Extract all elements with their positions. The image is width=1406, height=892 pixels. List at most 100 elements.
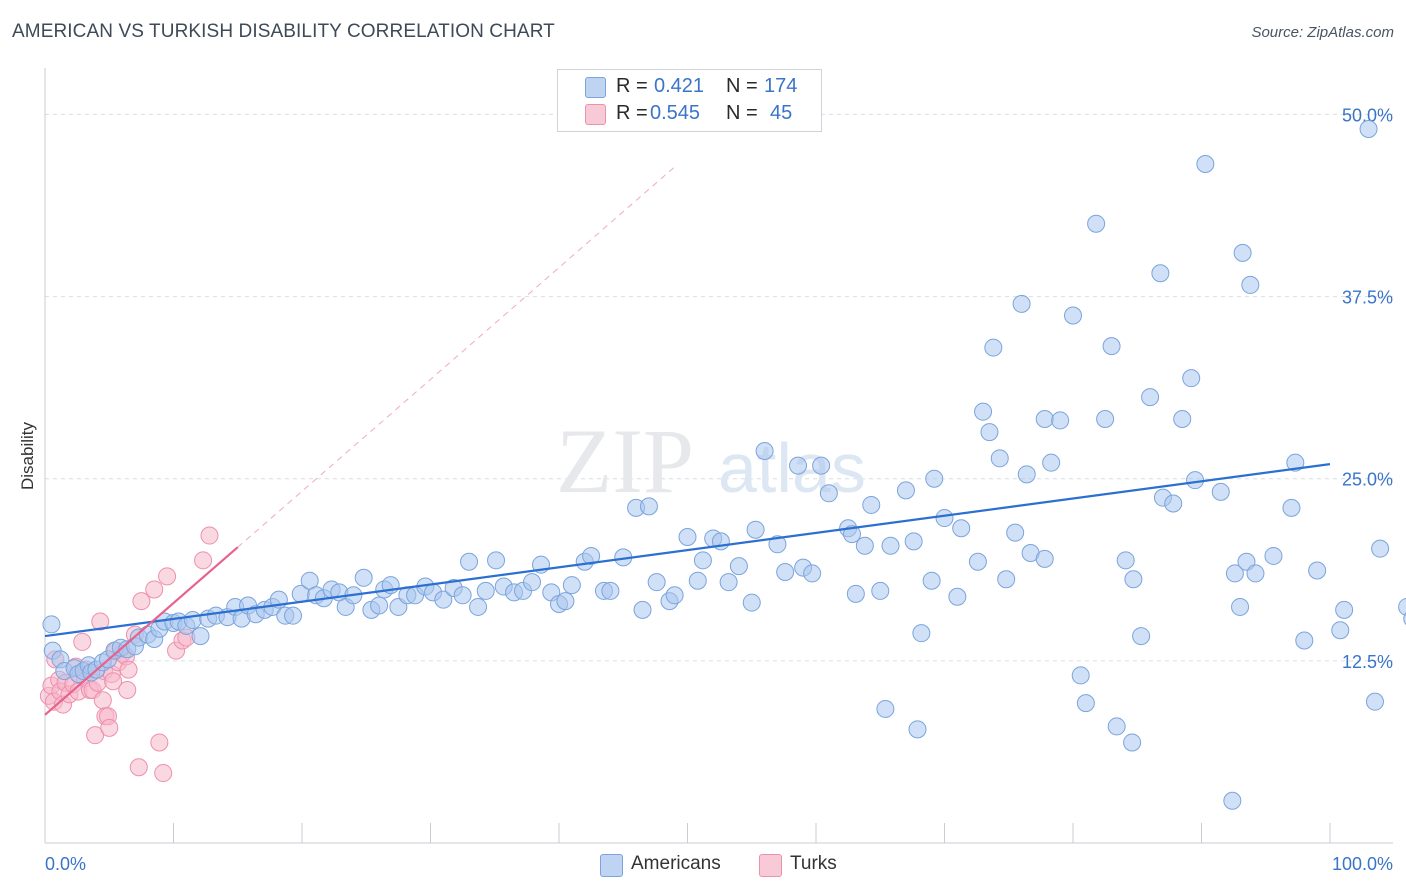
americans-point-62	[487, 551, 506, 570]
turks-point-38	[154, 764, 173, 783]
americans-n-label: N =	[726, 75, 758, 97]
americans-point-119	[980, 423, 999, 442]
americans-point-169	[1403, 612, 1406, 626]
source-label: Source: ZipAtlas.com	[1251, 24, 1394, 41]
y-axis-label: Disability	[18, 421, 37, 490]
americans-point-129	[1042, 453, 1061, 472]
americans-point-110	[908, 720, 927, 739]
turks-legend-swatch	[759, 854, 782, 877]
americans-point-134	[1087, 214, 1106, 233]
y-tick-label-1: 25.0%	[1342, 470, 1393, 490]
americans-point-137	[1107, 717, 1126, 736]
americans-point-151	[1223, 791, 1242, 810]
americans-point-60	[469, 597, 488, 616]
x-tick-label-0: 0.0%	[45, 854, 86, 874]
americans-point-105	[871, 581, 890, 600]
y-tick-label-2: 37.5%	[1342, 288, 1393, 308]
americans-point-80	[647, 573, 666, 592]
americans-point-108	[896, 481, 915, 500]
turks-point-12	[73, 632, 92, 651]
turks-point-32	[119, 660, 138, 679]
americans-point-114	[935, 509, 954, 528]
americans-point-46	[354, 568, 373, 587]
americans-point-99	[819, 484, 838, 503]
turks-n-value: 45	[770, 102, 793, 124]
americans-point-118	[974, 402, 993, 421]
americans-point-92	[755, 442, 774, 461]
y-tick-label-3: 50.0%	[1342, 105, 1393, 125]
correlation-legend: R = 0.421 N = 174 R = 0.545 N = 45	[557, 69, 822, 132]
americans-point-141	[1132, 627, 1151, 646]
americans-swatch	[585, 77, 606, 98]
turks-legend-label: Turks	[790, 853, 837, 874]
americans-point-25	[191, 627, 210, 646]
americans-point-145	[1164, 494, 1183, 513]
americans-point-131	[1064, 306, 1082, 325]
americans-point-48	[370, 596, 389, 615]
americans-point-115	[948, 587, 967, 606]
americans-point-123	[1006, 523, 1025, 542]
americans-point-168	[1398, 598, 1406, 616]
turks-swatch	[585, 104, 606, 125]
americans-point-94	[776, 562, 795, 581]
americans-legend-label: Americans	[631, 853, 721, 874]
americans-point-84	[688, 571, 707, 590]
americans-point-121	[990, 449, 1009, 468]
americans-point-143	[1151, 264, 1170, 283]
americans-point-132	[1071, 666, 1090, 685]
americans-point-158	[1264, 546, 1283, 565]
americans-point-58	[453, 586, 472, 605]
americans-point-161	[1295, 631, 1314, 650]
americans-point-139	[1123, 733, 1142, 752]
americans-point-70	[556, 592, 575, 611]
turks-n-label: N =	[726, 102, 758, 124]
americans-points	[42, 120, 1406, 810]
americans-point-82	[665, 586, 684, 605]
americans-point-101	[842, 525, 861, 544]
grid-lines	[45, 113, 1393, 662]
americans-point-125	[1017, 465, 1036, 484]
americans-r-value: 0.421	[654, 75, 705, 97]
americans-point-146	[1173, 409, 1192, 428]
americans-point-85	[693, 551, 712, 570]
americans-point-154	[1233, 243, 1252, 262]
americans-point-97	[803, 564, 822, 583]
turks-point-36	[145, 580, 164, 599]
americans-point-75	[601, 581, 620, 600]
americans-point-91	[746, 520, 765, 539]
americans-point-89	[729, 557, 748, 576]
americans-r-label: R =	[616, 75, 648, 97]
americans-point-59	[460, 552, 479, 571]
turks-point-37	[150, 733, 169, 752]
watermark-zip: ZIP	[556, 410, 694, 512]
turks-point-35	[132, 592, 151, 611]
americans-n-value: 174	[764, 75, 798, 97]
turks-point-17	[86, 726, 105, 745]
turks-point-26	[104, 672, 123, 691]
americans-legend-swatch	[600, 854, 623, 877]
tick-labels: 12.5% 25.0% 37.5% 50.0% 0.0% 100.0%	[45, 105, 1393, 874]
americans-point-106	[876, 699, 895, 718]
americans-point-150	[1211, 482, 1230, 501]
y-tick-label-0: 12.5%	[1342, 652, 1393, 672]
americans-point-103	[855, 536, 874, 555]
americans-point-104	[862, 495, 881, 514]
americans-point-164	[1335, 600, 1354, 619]
turks-point-43	[194, 551, 213, 570]
americans-point-83	[678, 528, 697, 546]
americans-point-167	[1371, 539, 1390, 558]
americans-point-127	[1035, 409, 1054, 428]
americans-point-159	[1282, 498, 1301, 517]
americans-point-149	[1196, 154, 1215, 173]
americans-point-148	[1186, 471, 1205, 490]
turks-point-24	[100, 718, 119, 737]
americans-point-107	[881, 536, 900, 555]
americans-point-147	[1182, 369, 1201, 388]
americans-point-165	[1359, 120, 1378, 138]
americans-point-71	[562, 576, 581, 595]
americans-point-162	[1308, 561, 1327, 580]
americans-point-90	[742, 593, 761, 612]
americans-point-61	[476, 581, 495, 600]
americans-point-66	[523, 573, 542, 592]
